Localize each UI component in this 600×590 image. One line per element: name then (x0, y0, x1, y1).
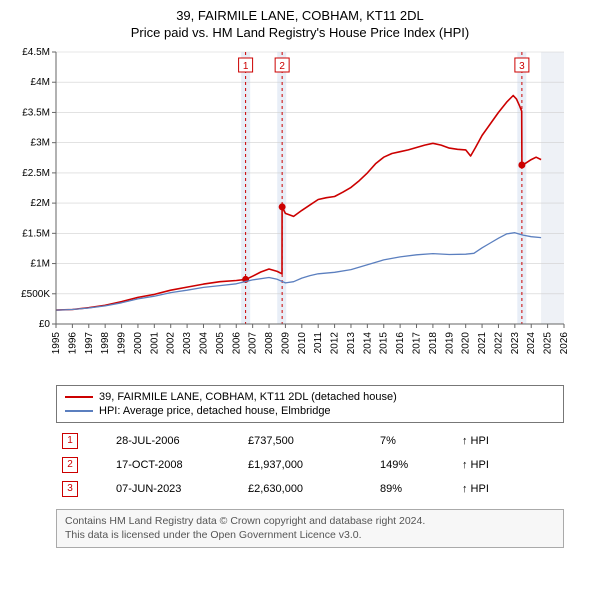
sale-pct: 149% (374, 453, 456, 477)
svg-text:1999: 1999 (117, 332, 128, 355)
legend-label: 39, FAIRMILE LANE, COBHAM, KT11 2DL (det… (99, 391, 397, 403)
svg-text:2022: 2022 (493, 332, 504, 355)
svg-text:2015: 2015 (379, 332, 390, 355)
sale-price: £1,937,000 (242, 453, 374, 477)
svg-text:2001: 2001 (149, 332, 160, 355)
svg-text:2024: 2024 (526, 332, 537, 355)
svg-text:2017: 2017 (412, 332, 423, 355)
svg-text:2000: 2000 (133, 332, 144, 355)
title-address: 39, FAIRMILE LANE, COBHAM, KT11 2DL (10, 8, 590, 23)
svg-text:2025: 2025 (543, 332, 554, 355)
legend-row: 39, FAIRMILE LANE, COBHAM, KT11 2DL (det… (65, 390, 555, 404)
title-subtitle: Price paid vs. HM Land Registry's House … (10, 25, 590, 40)
svg-text:2019: 2019 (444, 332, 455, 355)
svg-text:2020: 2020 (461, 332, 472, 355)
sale-hpi: ↑ HPI (462, 459, 489, 471)
svg-text:£500K: £500K (21, 289, 50, 300)
sales-table: 1 28-JUL-2006£737,5007% ↑ HPI 2 17-OCT-2008£… (56, 429, 564, 501)
svg-text:£4M: £4M (31, 77, 50, 88)
svg-text:£2.5M: £2.5M (22, 168, 50, 179)
svg-text:£3.5M: £3.5M (22, 107, 50, 118)
svg-text:3: 3 (519, 61, 525, 72)
svg-text:2023: 2023 (510, 332, 521, 355)
svg-text:1998: 1998 (100, 332, 111, 355)
sale-date: 28-JUL-2006 (110, 429, 242, 453)
title-block: 39, FAIRMILE LANE, COBHAM, KT11 2DL Pric… (0, 0, 600, 44)
legend-swatch (65, 396, 93, 398)
svg-text:2004: 2004 (198, 332, 209, 355)
sale-marker: 1 (62, 433, 78, 449)
svg-text:2009: 2009 (280, 332, 291, 355)
sale-hpi: ↑ HPI (462, 483, 489, 495)
chart-svg: 1 2 3 £0 £500K £1M £1.5M £2M £2.5M £3M £3.5M £4M £4.… (0, 44, 600, 374)
svg-text:2005: 2005 (215, 332, 226, 355)
svg-text:2012: 2012 (330, 332, 341, 355)
sale-row: 3 07-JUN-2023£2,630,00089% ↑ HPI (56, 477, 564, 501)
sale-date: 17-OCT-2008 (110, 453, 242, 477)
svg-text:2003: 2003 (182, 332, 193, 355)
sale-row: 1 28-JUL-2006£737,5007% ↑ HPI (56, 429, 564, 453)
svg-text:2006: 2006 (231, 332, 242, 355)
sale-marker: 3 (62, 481, 78, 497)
legend-label: HPI: Average price, detached house, Elmb… (99, 405, 331, 417)
svg-text:£2M: £2M (31, 198, 50, 209)
sale-price: £2,630,000 (242, 477, 374, 501)
disclaimer-line1: Contains HM Land Registry data © Crown c… (65, 515, 555, 529)
svg-text:2002: 2002 (166, 332, 177, 355)
svg-text:1: 1 (243, 61, 249, 72)
svg-text:£3M: £3M (31, 138, 50, 149)
sale-row: 2 17-OCT-2008£1,937,000149% ↑ HPI (56, 453, 564, 477)
svg-text:2018: 2018 (428, 332, 439, 355)
sale-marker: 2 (62, 457, 78, 473)
svg-text:£0: £0 (39, 319, 51, 330)
sale-hpi: ↑ HPI (462, 435, 489, 447)
disclaimer: Contains HM Land Registry data © Crown c… (56, 509, 564, 548)
svg-text:2011: 2011 (313, 332, 324, 354)
svg-text:1996: 1996 (67, 332, 78, 355)
svg-text:£1.5M: £1.5M (22, 228, 50, 239)
svg-text:£4.5M: £4.5M (22, 47, 50, 58)
svg-text:2008: 2008 (264, 332, 275, 355)
chart: 1 2 3 £0 £500K £1M £1.5M £2M £2.5M £3M £3.5M £4M £4.… (0, 44, 600, 379)
svg-text:1997: 1997 (84, 332, 95, 355)
svg-text:2: 2 (279, 61, 285, 72)
svg-text:2013: 2013 (346, 332, 357, 355)
svg-text:1995: 1995 (51, 332, 62, 355)
svg-text:2021: 2021 (477, 332, 488, 355)
disclaimer-line2: This data is licensed under the Open Gov… (65, 529, 555, 543)
legend: 39, FAIRMILE LANE, COBHAM, KT11 2DL (det… (56, 385, 564, 423)
svg-text:2014: 2014 (362, 332, 373, 355)
svg-text:2007: 2007 (248, 332, 259, 355)
svg-text:£1M: £1M (31, 259, 50, 270)
sale-pct: 7% (374, 429, 456, 453)
svg-text:2016: 2016 (395, 332, 406, 355)
page: 39, FAIRMILE LANE, COBHAM, KT11 2DL Pric… (0, 0, 600, 548)
sale-price: £737,500 (242, 429, 374, 453)
sale-pct: 89% (374, 477, 456, 501)
svg-text:2026: 2026 (559, 332, 570, 355)
legend-row: HPI: Average price, detached house, Elmb… (65, 404, 555, 418)
svg-text:2010: 2010 (297, 332, 308, 355)
legend-swatch (65, 410, 93, 412)
sale-date: 07-JUN-2023 (110, 477, 242, 501)
